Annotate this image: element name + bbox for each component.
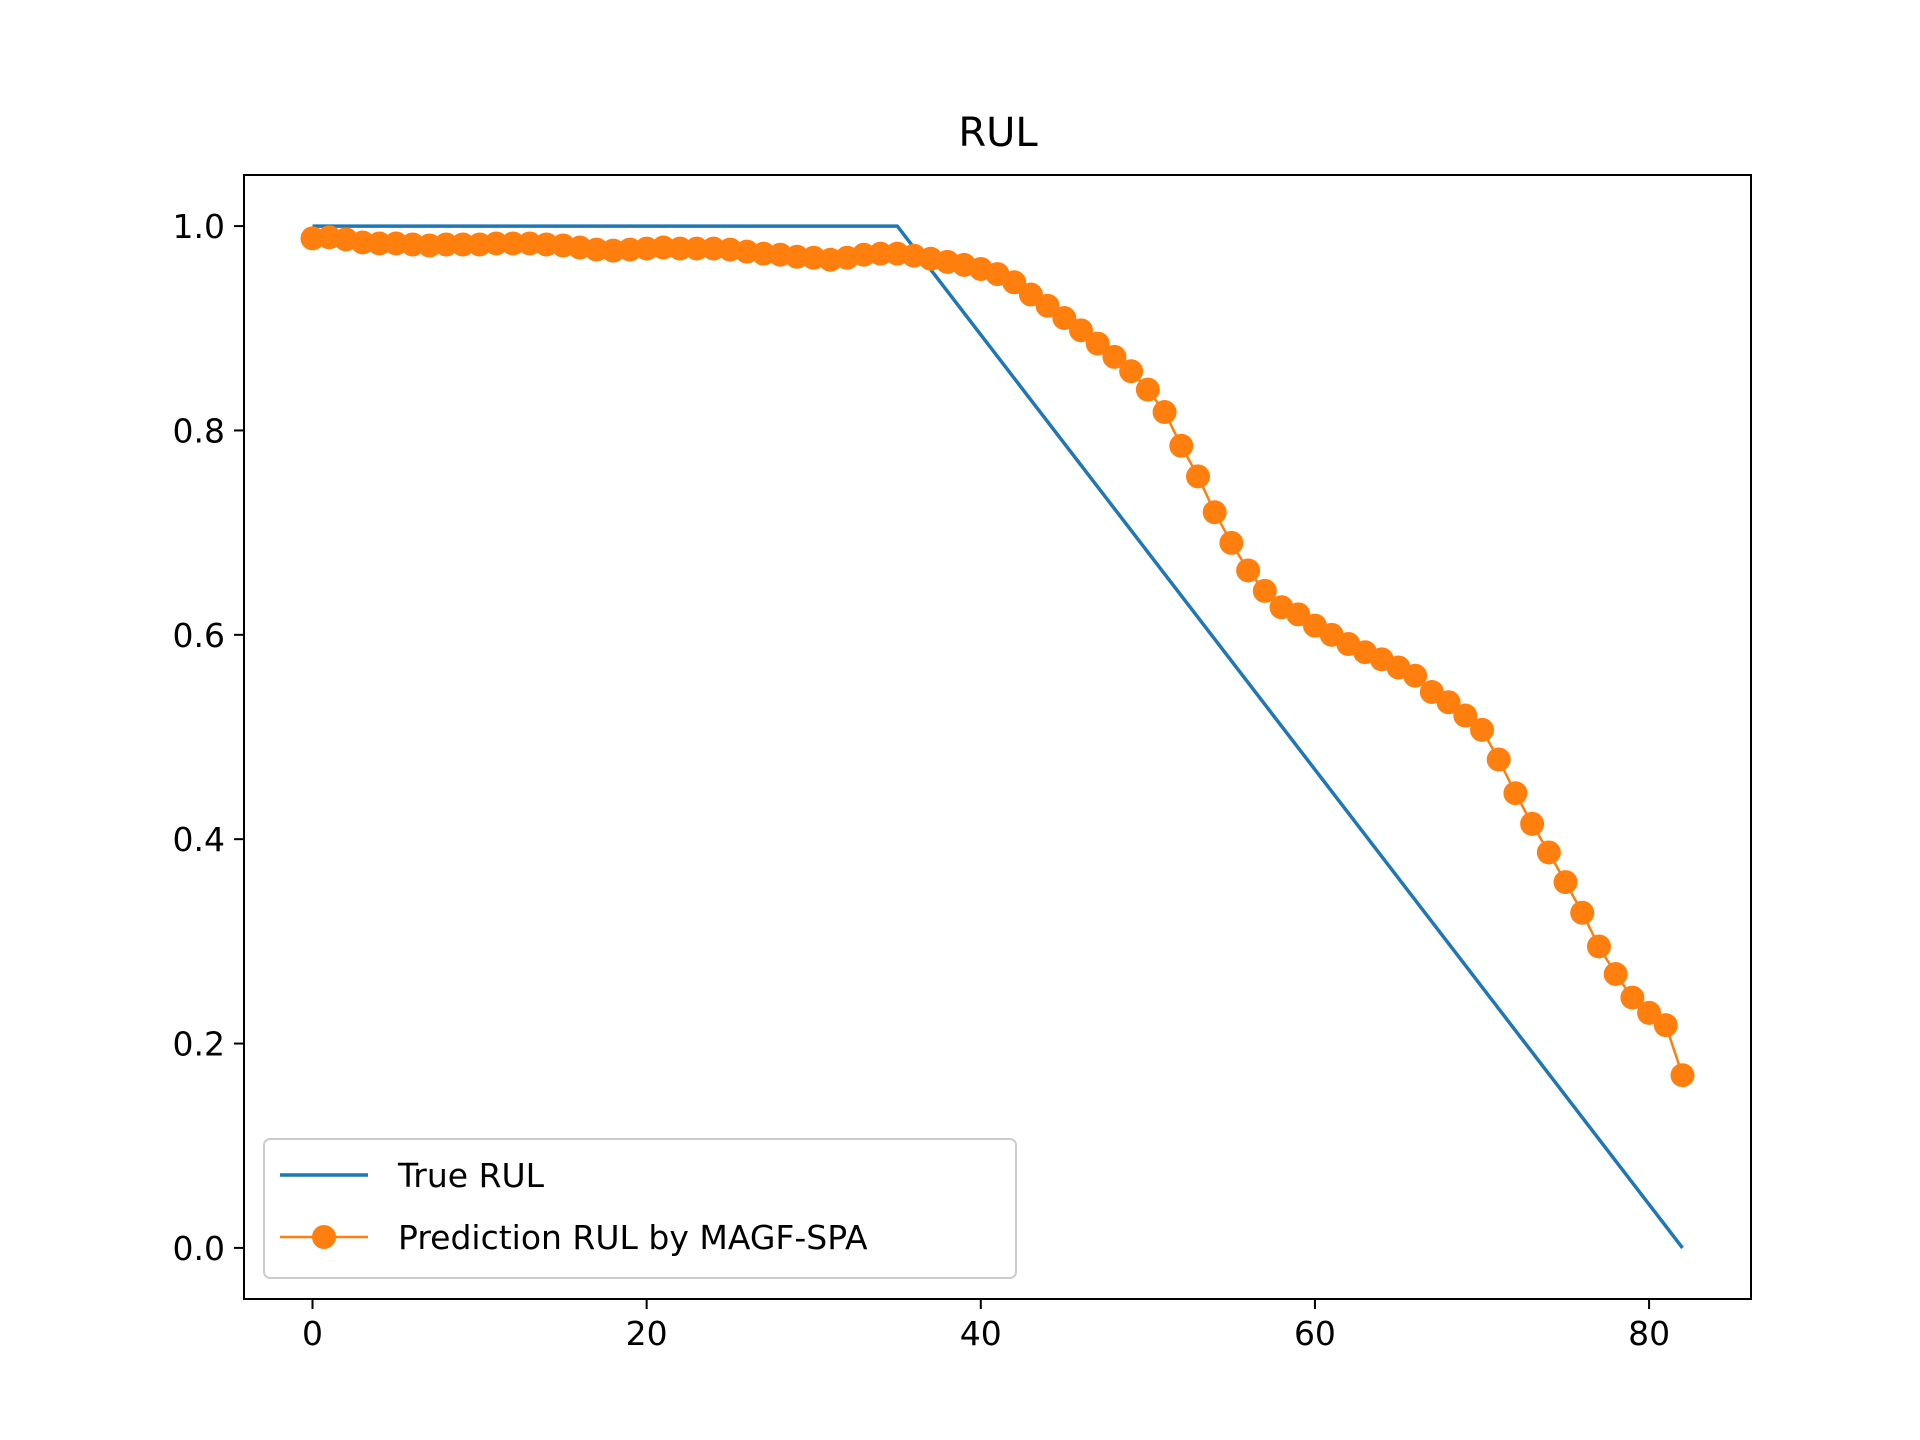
plot-area: [300, 224, 1695, 1249]
y-tick-label: 1.0: [173, 207, 225, 246]
y-tick-label: 0.6: [173, 616, 225, 655]
data-point: [1102, 344, 1127, 369]
x-tick-label: 60: [1294, 1314, 1336, 1353]
data-point: [1069, 318, 1094, 343]
data-point: [1152, 400, 1177, 425]
data-point: [1470, 717, 1495, 742]
x-tick-label: 80: [1628, 1314, 1670, 1353]
y-tick-label: 0.4: [173, 820, 225, 859]
data-point: [1252, 578, 1277, 603]
data-point: [1453, 703, 1478, 728]
data-point: [1620, 985, 1645, 1010]
y-tick-label: 0.2: [173, 1025, 225, 1064]
legend-label: True RUL: [397, 1156, 545, 1195]
y-axis: 0.0 0.2 0.4 0.6 0.8 1.0: [173, 207, 244, 1268]
data-point: [500, 231, 525, 256]
series-line-prediction-rul-by-magf-spa: [312, 236, 1684, 1076]
data-point: [1119, 359, 1144, 384]
data-point: [1637, 1000, 1662, 1025]
data-point: [1553, 870, 1578, 895]
data-point: [1135, 377, 1160, 402]
data-point: [1486, 747, 1511, 772]
data-point: [1169, 433, 1194, 458]
data-point: [1002, 270, 1027, 295]
data-point: [1052, 306, 1077, 331]
data-point: [1586, 934, 1611, 959]
series-line-true-rul: [312, 224, 1684, 1249]
data-point: [1603, 962, 1628, 987]
data-point: [1670, 1063, 1695, 1088]
x-tick-label: 0: [302, 1314, 323, 1353]
data-point: [868, 241, 893, 266]
data-point: [1536, 840, 1561, 865]
data-point: [1436, 690, 1461, 715]
data-point: [1236, 558, 1261, 583]
data-point: [1185, 464, 1210, 489]
data-point: [1503, 781, 1528, 806]
axes-frame: [243, 174, 1752, 1300]
data-point: [1520, 811, 1545, 836]
y-tick-label: 0.0: [173, 1229, 225, 1268]
data-point: [684, 236, 709, 261]
legend: True RUL Prediction RUL by MAGF-SPA: [263, 1138, 1017, 1279]
legend-label: Prediction RUL by MAGF-SPA: [398, 1218, 868, 1257]
data-point: [1035, 293, 1060, 318]
data-point: [450, 232, 475, 257]
x-tick-label: 40: [960, 1314, 1002, 1353]
data-point: [1653, 1013, 1678, 1038]
data-point: [434, 232, 459, 257]
x-tick-label: 20: [626, 1314, 668, 1353]
data-point: [1403, 663, 1428, 688]
legend-box: [263, 1138, 1017, 1279]
data-point: [1570, 900, 1595, 925]
data-point: [484, 231, 509, 256]
data-point: [1202, 500, 1227, 525]
legend-marker: [312, 1225, 336, 1249]
data-point: [1219, 530, 1244, 555]
y-tick-label: 0.8: [173, 411, 225, 450]
data-point: [1085, 331, 1110, 356]
x-axis: 0 20 40 60 80: [302, 1299, 1670, 1353]
data-point: [367, 231, 392, 256]
chart-title: RUL: [958, 110, 1038, 156]
data-point: [668, 236, 693, 261]
